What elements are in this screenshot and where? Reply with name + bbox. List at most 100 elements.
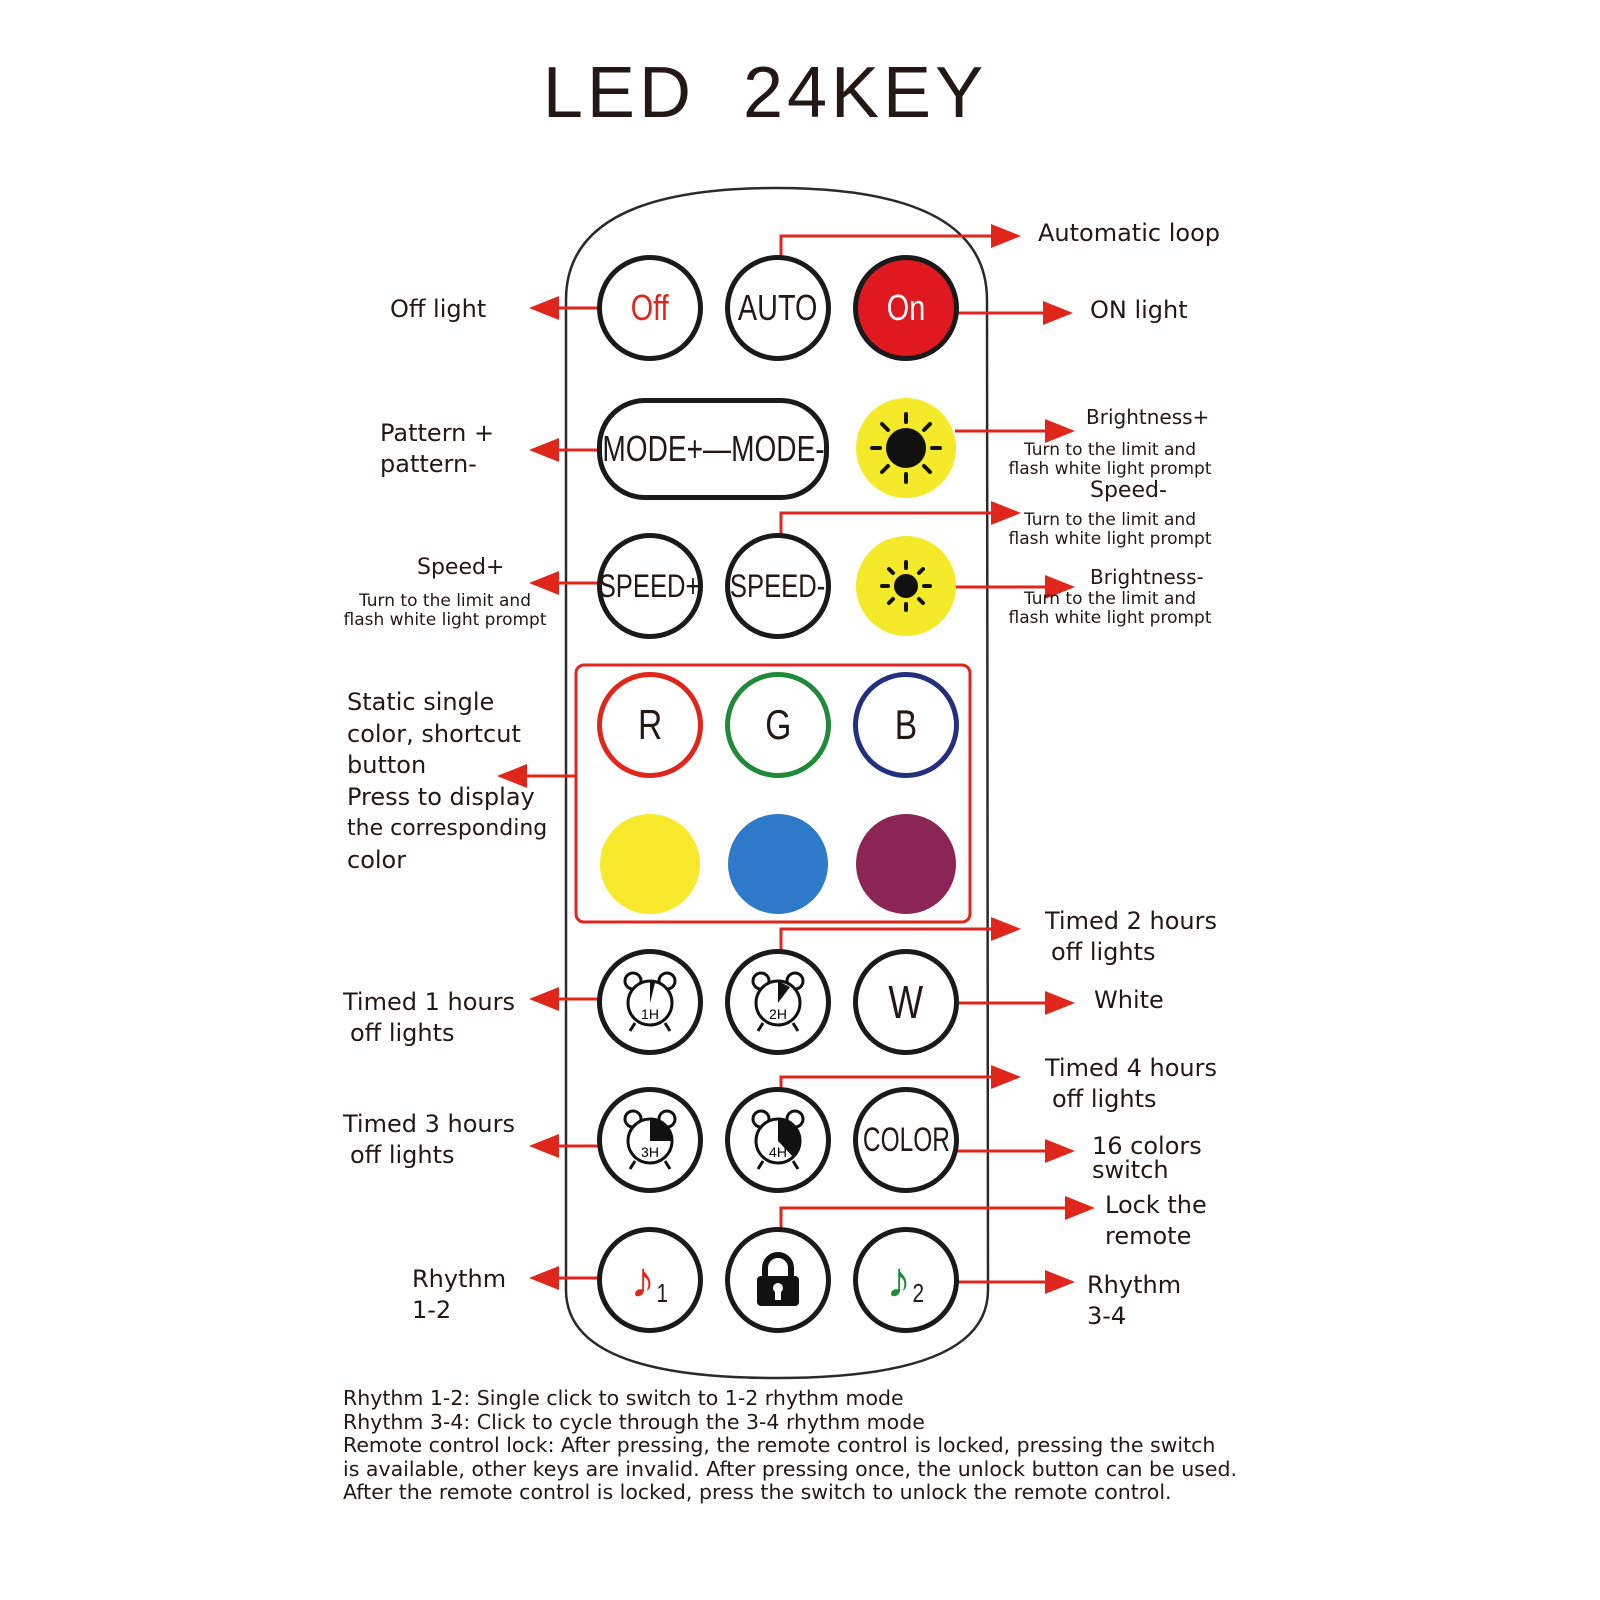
label-16-colors: 16 colors switch: [1092, 1134, 1202, 1182]
alarm-clock-icon: 1H: [623, 971, 677, 1032]
label-line: Turn to the limit and: [1023, 589, 1196, 609]
timer-4h-label: 4H: [769, 1144, 787, 1160]
label-line: pattern-: [380, 450, 477, 478]
label-timed-4: Timed 4 hours off lights: [1045, 1053, 1217, 1115]
label-lock: Lock the remote: [1105, 1190, 1207, 1252]
label-line: 16 colors: [1092, 1132, 1202, 1160]
rhythm-1-label: 1: [656, 1277, 669, 1308]
footer-line: is available, other keys are invalid. Af…: [343, 1456, 1238, 1481]
label-off-light: Off light: [390, 295, 487, 323]
alarm-clock-icon: 3H: [623, 1109, 677, 1170]
label-line: Rhythm: [1087, 1271, 1182, 1299]
alarm-clock-icon: 4H: [751, 1109, 805, 1170]
blue-button[interactable]: B: [853, 672, 959, 778]
music-note-icon: ♪: [886, 1252, 912, 1308]
speed-down-label: SPEED-: [730, 567, 826, 604]
timer-4h-button[interactable]: 4H: [725, 1087, 831, 1193]
rhythm-2-button[interactable]: ♪ 2: [853, 1227, 959, 1333]
label-timed-3: Timed 3 hours off lights: [343, 1109, 515, 1171]
label-limit-note: Turn to the limit and flash white light p…: [1000, 511, 1220, 549]
alarm-clock-icon: 2H: [751, 971, 805, 1032]
label-static-color: Static single color, shortcut button Pre…: [347, 687, 547, 876]
sky-blue-button[interactable]: [728, 814, 828, 914]
label-white: White: [1094, 986, 1164, 1014]
callout-arrows: [497, 224, 1095, 1294]
brightness-up-button[interactable]: [856, 398, 956, 498]
speed-up-label: SPEED+: [599, 567, 701, 604]
label-line: flash white light prompt: [343, 610, 547, 630]
label-line: flash white light prompt: [1008, 529, 1212, 549]
label-line: Timed 1 hours: [343, 988, 515, 1016]
timer-2h-label: 2H: [769, 1006, 787, 1022]
label-line: off lights: [350, 1019, 455, 1047]
label-line: color, shortcut: [347, 719, 521, 748]
label-line: Press to display: [347, 782, 535, 811]
label-line: Timed 3 hours: [343, 1110, 515, 1138]
label-rhythm-34: Rhythm 3-4: [1087, 1270, 1181, 1332]
on-button[interactable]: On: [853, 255, 959, 361]
label-speed-minus: Speed-: [1090, 478, 1167, 503]
label-line: color: [347, 845, 407, 874]
label-timed-1: Timed 1 hours off lights: [343, 987, 515, 1049]
mode-button[interactable]: MODE+—MODE-: [597, 398, 829, 500]
page-title: LED 24KEY: [542, 53, 988, 133]
label-line: Lock the: [1105, 1191, 1207, 1219]
label-brightness-plus: Brightness+: [1086, 405, 1210, 429]
yellow-button[interactable]: [600, 814, 700, 914]
sun-icon: [870, 412, 942, 484]
lock-icon: [757, 1252, 799, 1306]
label-line: 1-2: [412, 1296, 452, 1324]
label-line: Rhythm: [412, 1265, 507, 1293]
label-line: Turn to the limit and: [358, 591, 531, 611]
label-line: remote: [1105, 1222, 1192, 1250]
blue-label: B: [894, 701, 918, 748]
label-line: flash white light prompt: [1008, 608, 1212, 628]
brightness-down-button[interactable]: [856, 536, 956, 636]
rhythm-1-button[interactable]: ♪ 1: [597, 1227, 703, 1333]
color-switch-label: COLOR: [862, 1120, 950, 1159]
purple-button[interactable]: [856, 814, 956, 914]
label-automatic-loop: Automatic loop: [1038, 219, 1220, 247]
footer-line: Rhythm 3-4: Click to cycle through the 3…: [343, 1409, 925, 1434]
label-limit-note: Turn to the limit and flash white light p…: [1000, 441, 1220, 479]
label-line: button: [347, 751, 427, 779]
mode-button-label: MODE+—MODE-: [601, 428, 825, 469]
auto-button-label: AUTO: [738, 287, 818, 328]
speed-up-button[interactable]: SPEED+: [597, 533, 703, 639]
label-pattern: Pattern + pattern-: [380, 418, 494, 480]
sun-icon: [880, 560, 932, 612]
label-line: Turn to the limit and: [1023, 510, 1196, 530]
timer-3h-button[interactable]: 3H: [597, 1087, 703, 1193]
color-switch-button[interactable]: COLOR: [853, 1087, 959, 1193]
green-label: G: [764, 701, 792, 748]
off-button[interactable]: Off: [597, 255, 703, 361]
label-line: switch: [1092, 1156, 1169, 1184]
label-line: 3-4: [1087, 1302, 1127, 1330]
label-speed-plus: Speed+: [417, 555, 505, 580]
label-rhythm-12: Rhythm 1-2: [412, 1264, 506, 1326]
green-button[interactable]: G: [725, 672, 831, 778]
label-line: Timed 2 hours: [1045, 907, 1217, 935]
label-line: Pattern +: [380, 419, 495, 447]
white-label: W: [888, 976, 924, 1028]
label-line: Static single: [347, 688, 495, 716]
music-note-icon: ♪: [630, 1252, 656, 1308]
label-on-light: ON light: [1090, 296, 1188, 324]
red-label: R: [637, 701, 663, 748]
timer-2h-button[interactable]: 2H: [725, 949, 831, 1055]
white-button[interactable]: W: [853, 949, 959, 1055]
lock-button[interactable]: [725, 1227, 831, 1333]
label-limit-note: Turn to the limit and flash white light p…: [335, 592, 555, 630]
timer-1h-button[interactable]: 1H: [597, 949, 703, 1055]
rhythm-2-label: 2: [912, 1277, 925, 1308]
label-line: Timed 4 hours: [1045, 1054, 1217, 1082]
label-timed-2: Timed 2 hours off lights: [1045, 906, 1217, 968]
auto-button[interactable]: AUTO: [725, 255, 831, 361]
label-limit-note: Turn to the limit and flash white light p…: [1000, 590, 1220, 628]
red-button[interactable]: R: [597, 672, 703, 778]
label-line: the corresponding: [347, 816, 548, 841]
speed-down-button[interactable]: SPEED-: [725, 533, 831, 639]
timer-1h-label: 1H: [641, 1006, 659, 1022]
off-button-label: Off: [631, 287, 669, 328]
